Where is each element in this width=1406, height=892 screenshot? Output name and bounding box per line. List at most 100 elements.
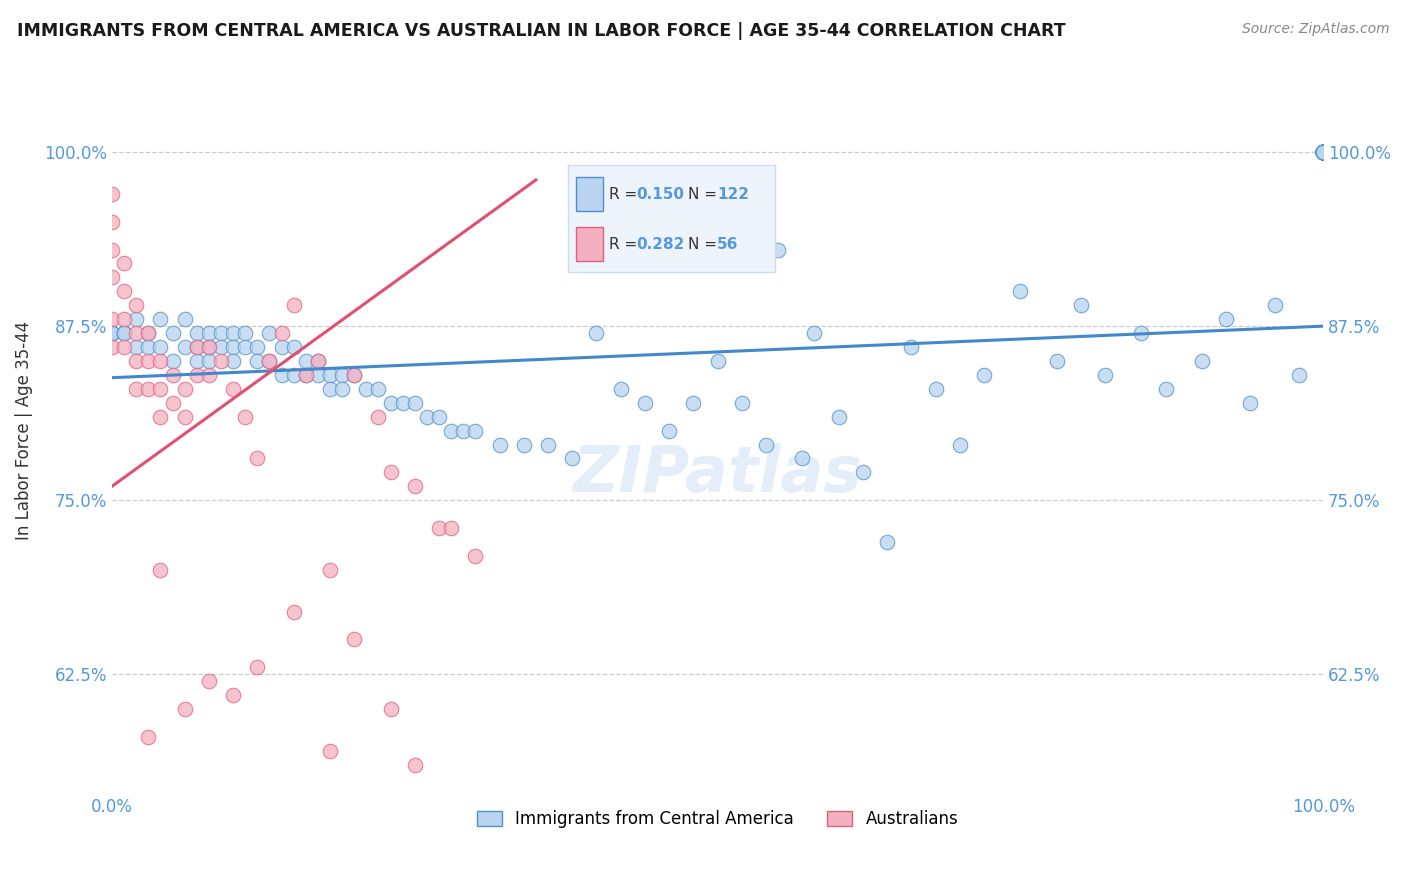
Legend: Immigrants from Central America, Australians: Immigrants from Central America, Austral…: [470, 804, 965, 835]
Point: [380, 466, 402, 480]
Point: [367, 409, 389, 424]
Point: [198, 354, 221, 368]
Point: [101, 326, 124, 340]
Point: [112, 285, 135, 299]
Point: [537, 437, 560, 451]
Point: [173, 312, 195, 326]
Point: [1312, 145, 1334, 159]
Point: [464, 549, 486, 563]
Point: [1312, 145, 1334, 159]
Point: [319, 368, 342, 382]
Point: [1239, 395, 1261, 409]
Point: [924, 382, 946, 396]
Text: R =: R =: [609, 186, 643, 202]
Point: [125, 354, 148, 368]
Point: [1312, 145, 1334, 159]
Point: [198, 340, 221, 354]
Point: [259, 354, 281, 368]
Point: [949, 437, 972, 451]
Point: [162, 326, 184, 340]
Point: [209, 354, 232, 368]
Point: [1312, 145, 1334, 159]
Point: [307, 354, 329, 368]
Point: [101, 340, 124, 354]
Point: [319, 382, 342, 396]
Point: [112, 326, 135, 340]
Point: [270, 340, 292, 354]
Point: [173, 340, 195, 354]
Point: [319, 744, 342, 758]
Point: [246, 660, 269, 674]
Point: [233, 340, 256, 354]
Point: [186, 326, 208, 340]
Point: [1312, 145, 1334, 159]
Point: [343, 368, 366, 382]
Point: [186, 368, 208, 382]
Point: [1312, 145, 1334, 159]
Point: [513, 437, 536, 451]
Point: [198, 368, 221, 382]
Point: [1312, 145, 1334, 159]
Point: [1312, 145, 1334, 159]
Point: [1312, 145, 1334, 159]
Point: [682, 395, 704, 409]
Point: [125, 312, 148, 326]
Point: [198, 326, 221, 340]
Point: [125, 340, 148, 354]
Point: [1312, 145, 1334, 159]
Point: [973, 368, 995, 382]
Point: [186, 354, 208, 368]
Point: [827, 409, 849, 424]
Point: [1312, 145, 1334, 159]
Point: [149, 409, 172, 424]
Point: [1312, 145, 1334, 159]
Point: [125, 326, 148, 340]
Point: [488, 437, 510, 451]
Point: [173, 382, 195, 396]
Point: [101, 326, 124, 340]
Point: [1312, 145, 1334, 159]
Point: [149, 354, 172, 368]
Point: [270, 368, 292, 382]
Point: [294, 354, 316, 368]
Point: [101, 186, 124, 201]
Point: [404, 395, 426, 409]
Point: [1070, 298, 1092, 312]
Point: [404, 479, 426, 493]
Point: [246, 354, 269, 368]
Point: [136, 354, 159, 368]
Point: [427, 409, 450, 424]
Point: [427, 521, 450, 535]
Point: [1312, 145, 1334, 159]
Point: [1130, 326, 1153, 340]
Point: [149, 563, 172, 577]
Point: [283, 298, 305, 312]
Point: [1215, 312, 1237, 326]
FancyBboxPatch shape: [576, 227, 603, 261]
Point: [162, 368, 184, 382]
Point: [852, 466, 875, 480]
Point: [1312, 145, 1334, 159]
Point: [440, 521, 463, 535]
Point: [270, 326, 292, 340]
Point: [391, 395, 413, 409]
Point: [259, 326, 281, 340]
Text: IMMIGRANTS FROM CENTRAL AMERICA VS AUSTRALIAN IN LABOR FORCE | AGE 35-44 CORRELA: IMMIGRANTS FROM CENTRAL AMERICA VS AUSTR…: [17, 22, 1066, 40]
Point: [112, 256, 135, 270]
Point: [1312, 145, 1334, 159]
Point: [125, 298, 148, 312]
Point: [803, 326, 825, 340]
Y-axis label: In Labor Force | Age 35-44: In Labor Force | Age 35-44: [15, 321, 32, 541]
Point: [307, 368, 329, 382]
Point: [1010, 285, 1032, 299]
Point: [1312, 145, 1334, 159]
Point: [283, 605, 305, 619]
Point: [162, 395, 184, 409]
Point: [1312, 145, 1334, 159]
Point: [307, 354, 329, 368]
Point: [1312, 145, 1334, 159]
Point: [1154, 382, 1177, 396]
Point: [380, 395, 402, 409]
Point: [101, 215, 124, 229]
Point: [112, 340, 135, 354]
